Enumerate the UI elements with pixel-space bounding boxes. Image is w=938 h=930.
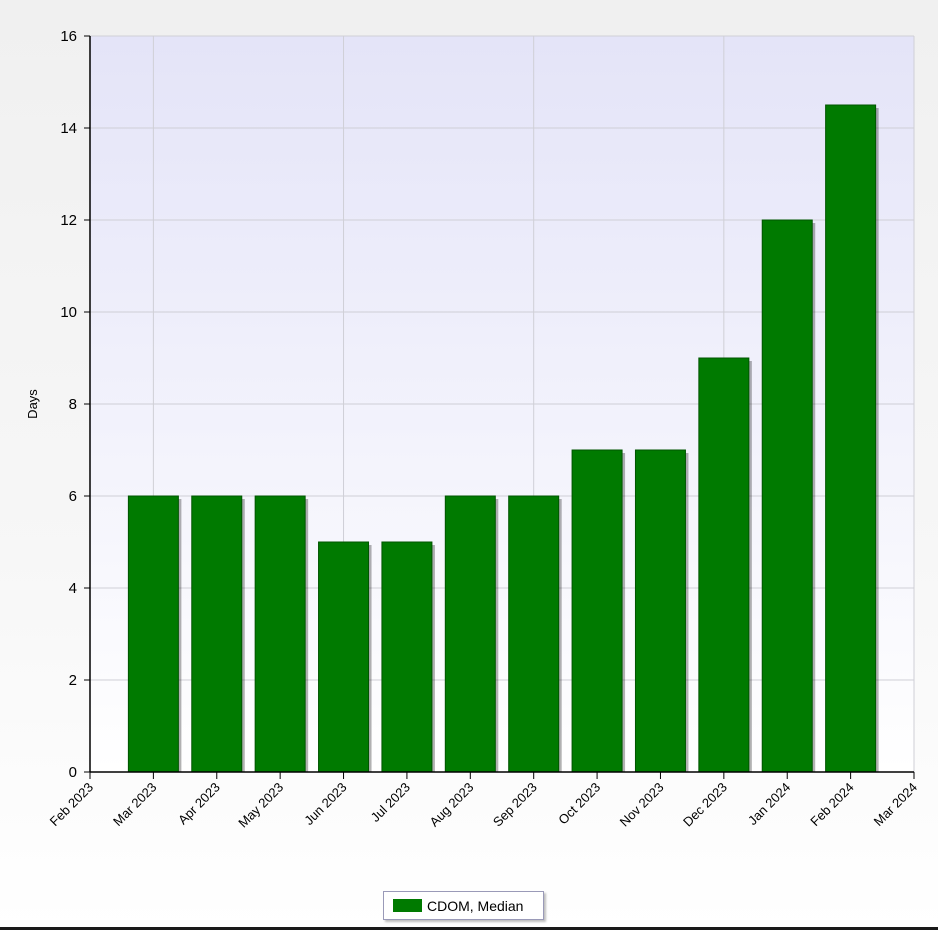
bar	[825, 104, 877, 773]
x-tick-label: Feb 2023	[47, 780, 96, 829]
legend-swatch	[393, 899, 422, 912]
y-tick-label: 4	[69, 580, 77, 597]
x-tick-label: Nov 2023	[617, 780, 667, 830]
x-tick-label: Sep 2023	[490, 780, 540, 830]
y-ticks: 0 2 4 6 8 10 12 14 16	[60, 28, 90, 781]
x-tick-label: Apr 2023	[175, 780, 223, 828]
bar	[444, 495, 496, 773]
x-tick-label: Mar 2024	[871, 780, 920, 829]
x-tick-label: Jun 2023	[301, 780, 349, 828]
x-tick-label: Mar 2023	[110, 780, 159, 829]
bar-series	[127, 104, 879, 773]
y-tick-label: 12	[60, 212, 77, 229]
y-tick-label: 14	[60, 120, 77, 137]
y-tick-label: 10	[60, 304, 77, 321]
bar	[634, 449, 686, 773]
bar	[761, 219, 813, 773]
bar	[508, 495, 560, 773]
bar	[191, 495, 243, 773]
bar	[698, 357, 750, 773]
y-tick-label: 16	[60, 28, 77, 45]
bar	[381, 541, 433, 773]
x-tick-label: Feb 2024	[807, 780, 856, 829]
x-ticks: Feb 2023 Mar 2023 Apr 2023 May 2023 Jun 2023…	[47, 772, 920, 830]
x-tick-label: Jul 2023	[368, 780, 413, 825]
x-tick-label: Dec 2023	[680, 780, 730, 830]
x-tick-label: Aug 2023	[426, 780, 476, 830]
bar	[254, 495, 306, 773]
x-tick-label: May 2023	[235, 780, 286, 831]
y-tick-label: 2	[69, 672, 77, 689]
x-tick-label: Oct 2023	[555, 780, 603, 828]
legend: CDOM, Median	[383, 891, 544, 920]
y-tick-label: 0	[69, 764, 77, 781]
bottom-divider	[0, 927, 938, 930]
bar	[127, 495, 179, 773]
x-tick-label: Jan 2024	[745, 780, 793, 828]
y-tick-label: 8	[69, 396, 77, 413]
bar	[318, 541, 370, 773]
bar	[571, 449, 623, 773]
y-tick-label: 6	[69, 488, 77, 505]
y-axis-label: Days	[25, 389, 40, 419]
legend-label: CDOM, Median	[427, 897, 524, 914]
